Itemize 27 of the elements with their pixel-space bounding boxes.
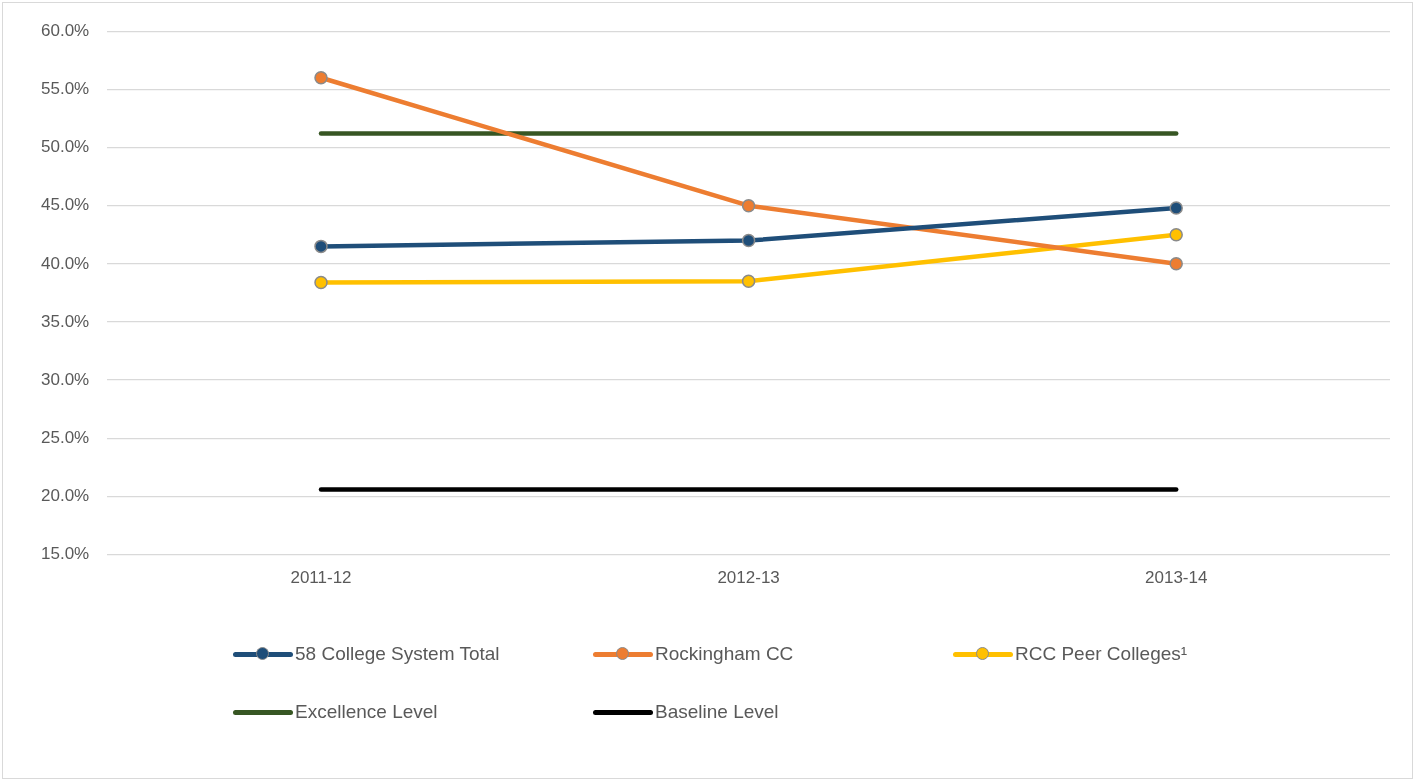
y-tick-label: 55.0% <box>41 79 90 99</box>
y-tick-label: 20.0% <box>41 486 90 506</box>
y-tick-label: 35.0% <box>41 311 90 331</box>
point <box>741 198 756 213</box>
y-tick-label: 60.0% <box>41 20 90 40</box>
y-tick-label: 15.0% <box>41 544 90 564</box>
point <box>1169 227 1183 242</box>
x-tick-label: 2011-12 <box>290 568 352 588</box>
legend-label: Excellence Level <box>295 701 438 723</box>
y-tick-label: 25.0% <box>41 427 90 447</box>
x-tick-label: 2013-14 <box>1145 568 1208 588</box>
point <box>314 275 328 290</box>
point <box>741 233 756 248</box>
legend-label: Baseline Level <box>655 701 779 723</box>
y-tick-label: 40.0% <box>41 253 90 273</box>
y-tick-label: 45.0% <box>41 195 90 215</box>
point <box>741 274 756 289</box>
y-tick-label: 50.0% <box>41 137 90 157</box>
legend-label: 58 College System Total <box>295 643 500 665</box>
y-tick-label: 30.0% <box>41 369 90 389</box>
legend-label: RCC Peer Colleges¹ <box>1015 643 1188 665</box>
point <box>1169 201 1183 215</box>
point <box>314 239 328 254</box>
point <box>1169 257 1183 271</box>
point <box>314 70 328 85</box>
x-tick-label: 2012-13 <box>717 568 780 588</box>
legend-label: Rockingham CC <box>655 643 794 665</box>
